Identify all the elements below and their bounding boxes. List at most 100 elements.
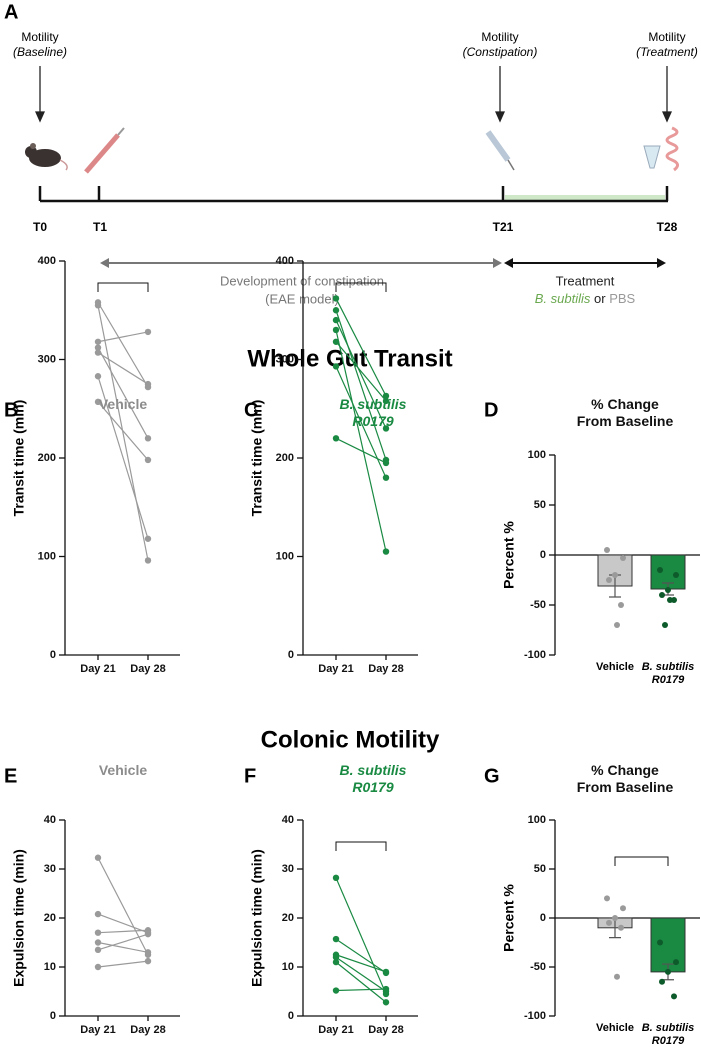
pair-line bbox=[335, 437, 387, 464]
data-point bbox=[94, 946, 102, 954]
data-point bbox=[614, 973, 620, 980]
y-tick-label: 10 bbox=[282, 961, 294, 973]
y-tick-label: 0 bbox=[288, 1010, 294, 1022]
data-point bbox=[382, 999, 390, 1006]
data-point bbox=[614, 622, 620, 628]
pair-line bbox=[97, 302, 149, 388]
bracket bbox=[335, 841, 387, 851]
data-point bbox=[665, 968, 671, 975]
data-point bbox=[144, 435, 152, 442]
data-point bbox=[332, 987, 340, 994]
y-tick-label: 100 bbox=[38, 550, 56, 562]
time-point: T21 bbox=[493, 220, 514, 234]
y-tick-label: 300 bbox=[276, 353, 294, 365]
x-tick-label: B. subtilis R0179 bbox=[641, 1022, 695, 1047]
phase-text: (EAE model) bbox=[265, 291, 339, 306]
data-point bbox=[604, 895, 610, 902]
pair-line bbox=[97, 305, 149, 561]
pair-line bbox=[335, 329, 387, 552]
phase-text: Treatment bbox=[556, 273, 615, 288]
y-tick-label: 50 bbox=[534, 499, 546, 511]
y-axis-label: Expulsion time (min) bbox=[11, 849, 27, 987]
pair-line bbox=[97, 960, 149, 968]
x-tick-label: Vehicle bbox=[596, 661, 634, 673]
data-point bbox=[94, 854, 102, 861]
y-tick-label: -50 bbox=[530, 599, 546, 611]
y-tick-label: 200 bbox=[38, 452, 56, 464]
panel-title: % Change From Baseline bbox=[576, 762, 674, 795]
pair-line bbox=[335, 961, 387, 1003]
data-point bbox=[382, 459, 390, 467]
data-point bbox=[332, 338, 340, 345]
pair-line bbox=[335, 954, 387, 973]
bracket bbox=[614, 856, 669, 866]
data-point bbox=[667, 597, 673, 603]
data-point bbox=[144, 380, 152, 388]
data-point bbox=[659, 978, 665, 985]
data-point bbox=[618, 602, 624, 608]
y-tick-label: 200 bbox=[276, 452, 294, 464]
data-point bbox=[612, 915, 618, 921]
panel-title: Vehicle bbox=[98, 396, 148, 412]
y-tick-label: 100 bbox=[276, 550, 294, 562]
data-point bbox=[94, 910, 102, 918]
pair-line bbox=[335, 298, 387, 397]
y-tick-label: -100 bbox=[524, 1010, 546, 1022]
pair-line bbox=[97, 401, 149, 461]
y-tick-label: 40 bbox=[44, 814, 56, 826]
panel-title: B. subtilis R0179 bbox=[339, 762, 407, 795]
event-detail: (Constipation) bbox=[463, 45, 538, 59]
syringe-icon bbox=[84, 127, 125, 174]
data-point bbox=[94, 939, 102, 946]
data-point bbox=[144, 456, 152, 464]
data-point bbox=[94, 344, 102, 351]
agent: PBS bbox=[609, 291, 635, 306]
x-tick-label: B. subtilis R0179 bbox=[641, 661, 695, 686]
bar bbox=[650, 917, 686, 973]
data-point bbox=[332, 307, 340, 314]
x-tick-label: Day 28 bbox=[130, 1024, 165, 1036]
pair-line bbox=[335, 877, 387, 995]
y-axis-label: Percent % bbox=[501, 884, 517, 952]
data-point bbox=[606, 919, 612, 926]
time-point: T28 bbox=[657, 220, 678, 234]
data-point bbox=[382, 968, 390, 976]
x-tick-label: Day 28 bbox=[368, 1024, 403, 1036]
pair-line bbox=[335, 341, 387, 402]
data-point bbox=[382, 985, 390, 993]
data-point bbox=[332, 935, 340, 943]
x-tick-label: Day 21 bbox=[80, 1024, 115, 1036]
data-point bbox=[612, 572, 618, 578]
data-point bbox=[382, 392, 390, 400]
section-title: Colonic Motility bbox=[261, 726, 440, 753]
pair-line bbox=[97, 331, 149, 343]
data-point bbox=[94, 963, 102, 971]
data-point bbox=[144, 930, 152, 938]
panel-title: B. subtilis R0179 bbox=[339, 396, 407, 429]
data-point bbox=[94, 338, 102, 345]
event-detail: (Baseline) bbox=[13, 45, 67, 59]
time-point: T0 bbox=[33, 220, 47, 234]
pair-line bbox=[97, 929, 149, 934]
y-tick-label: 400 bbox=[276, 255, 294, 267]
y-axis-label: Expulsion time (min) bbox=[249, 849, 265, 987]
data-point bbox=[671, 993, 677, 1000]
y-axis-label: Percent % bbox=[501, 521, 517, 589]
panel-label: A bbox=[4, 1, 18, 23]
y-tick-label: 50 bbox=[534, 863, 546, 875]
y-axis-label: Transit time (min) bbox=[11, 400, 27, 517]
timeline bbox=[38, 186, 669, 203]
data-point bbox=[332, 316, 340, 324]
event-detail: (Treatment) bbox=[636, 45, 698, 59]
panel-label: E bbox=[4, 765, 17, 787]
data-point bbox=[673, 572, 679, 578]
y-tick-label: 20 bbox=[282, 912, 294, 924]
y-tick-label: -50 bbox=[530, 961, 546, 973]
time-point: T1 bbox=[93, 220, 107, 234]
data-point bbox=[332, 326, 340, 334]
pair-line bbox=[97, 376, 149, 539]
y-tick-label: 30 bbox=[282, 863, 294, 875]
phase-text: B. subtilis or PBS bbox=[535, 291, 636, 306]
